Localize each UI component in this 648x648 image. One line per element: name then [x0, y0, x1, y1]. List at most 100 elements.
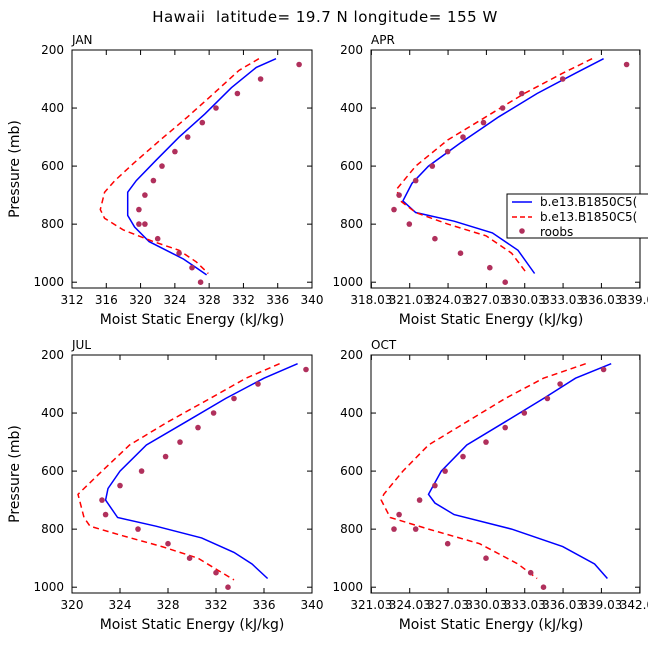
roobs-point — [396, 511, 402, 518]
roobs-point — [502, 279, 509, 286]
y-tick-label: 1000 — [332, 580, 363, 594]
roobs-point — [213, 105, 219, 111]
dashed-series-line — [380, 362, 586, 580]
x-tick-label: 339.0 — [620, 293, 648, 307]
x-tick-label: 320 — [129, 293, 152, 307]
x-axis-label: Moist Static Energy (kJ/kg) — [100, 312, 285, 328]
panel-jan: JAN 312 316 320 324 328 332 336 340 200 400 600 800… — [7, 33, 323, 328]
roobs-point — [231, 395, 237, 402]
x-tick-label: 316 — [95, 293, 118, 307]
roobs-point — [255, 381, 261, 387]
roobs-point — [460, 134, 466, 140]
legend-label-roobs: roobs — [540, 225, 573, 239]
y-tick-label: 400 — [340, 101, 363, 115]
roobs-point — [432, 235, 438, 242]
x-tick-label: 339.03 — [580, 598, 622, 612]
x-tick-label: 328 — [198, 293, 221, 307]
panel-oct: OCT 321.03324.03327.03330.03333.03336.03… — [332, 338, 648, 633]
roobs-point — [487, 264, 493, 271]
y-tick-label: 1000 — [33, 580, 64, 594]
roobs-point — [499, 105, 506, 111]
y-tick-label: 600 — [41, 464, 64, 478]
roobs-point — [540, 584, 547, 590]
roobs-point — [159, 163, 165, 169]
panel-title-apr: APR — [371, 33, 395, 47]
roobs-point — [416, 497, 423, 503]
dashed-series-line — [77, 363, 280, 581]
axes-frame — [71, 354, 313, 594]
y-tick-label: 400 — [340, 406, 363, 420]
legend-label-dashed: b.e13.B1850C5( — [540, 210, 637, 224]
roobs-point — [600, 366, 607, 373]
roobs-point — [142, 221, 148, 227]
y-tick-label: 800 — [41, 522, 64, 536]
x-tick-label: 333.03 — [504, 598, 546, 612]
x-tick-label: 318.03 — [350, 293, 392, 307]
roobs-point — [519, 90, 525, 97]
x-tick-label: 327.03 — [427, 598, 469, 612]
roobs-point — [195, 424, 201, 431]
roobs-point — [176, 250, 182, 256]
roobs-point — [557, 381, 563, 387]
legend-swatch-roobs — [519, 228, 525, 234]
roobs-point — [544, 395, 551, 402]
dashed-series-line — [99, 58, 260, 275]
roobs-point — [225, 584, 231, 590]
roobs-point — [102, 511, 109, 518]
roobs-point — [296, 61, 302, 68]
roobs-point — [406, 221, 413, 227]
x-tick-label: 328 — [157, 598, 180, 612]
solid-series-line — [104, 363, 298, 580]
panel-title-oct: OCT — [371, 338, 397, 352]
x-tick-label: 321.03 — [389, 293, 431, 307]
y-tick-label: 1000 — [33, 275, 64, 289]
y-tick-label: 200 — [41, 348, 64, 362]
plot-area-apr — [391, 58, 630, 286]
x-tick-label: 321.03 — [350, 598, 392, 612]
x-tick-label: 324.03 — [389, 598, 431, 612]
roobs-point — [559, 76, 566, 82]
roobs-point — [165, 540, 171, 547]
roobs-point — [99, 497, 105, 503]
x-tick-label: 330.03 — [504, 293, 546, 307]
axes-frame — [370, 354, 641, 594]
solid-series-line — [401, 58, 604, 274]
roobs-point — [396, 192, 402, 198]
roobs-point — [154, 235, 161, 242]
legend-label-solid: b.e13.B1850C5( — [540, 195, 637, 209]
roobs-point — [234, 90, 241, 97]
x-tick-label: 340 — [301, 598, 324, 612]
roobs-point — [210, 410, 217, 416]
x-tick-label: 312 — [61, 293, 84, 307]
roobs-point — [444, 148, 451, 155]
dashed-series-line — [395, 58, 593, 274]
panel-title-jan: JAN — [71, 33, 93, 47]
y-tick-label: 1000 — [332, 275, 363, 289]
x-tick-label: 340 — [301, 293, 324, 307]
x-tick-label: 332 — [205, 598, 228, 612]
roobs-point — [117, 482, 123, 489]
x-tick-label: 342.0 — [620, 598, 648, 612]
panel-jul: JUL 320 324 328 332 336 340 200 400 600 800 1000 Mo… — [7, 338, 323, 633]
roobs-point — [483, 439, 489, 445]
roobs-point — [257, 76, 264, 82]
roobs-point — [442, 468, 448, 474]
roobs-point — [527, 569, 534, 576]
roobs-point — [483, 555, 489, 561]
roobs-point — [412, 177, 419, 184]
y-tick-label: 400 — [41, 101, 64, 115]
x-tick-label: 324 — [163, 293, 186, 307]
x-tick-label: 324 — [109, 598, 132, 612]
roobs-point — [457, 250, 464, 256]
roobs-point — [177, 439, 183, 445]
y-tick-label: 800 — [340, 522, 363, 536]
roobs-point — [412, 526, 419, 532]
x-tick-label: 320 — [61, 598, 84, 612]
roobs-point — [432, 482, 438, 489]
y-tick-label: 200 — [41, 43, 64, 57]
x-tick-label: 324.03 — [427, 293, 469, 307]
panel-title-jul: JUL — [71, 338, 91, 352]
axes-frame — [370, 49, 641, 289]
solid-series-line — [427, 363, 612, 579]
roobs-point — [199, 119, 206, 126]
